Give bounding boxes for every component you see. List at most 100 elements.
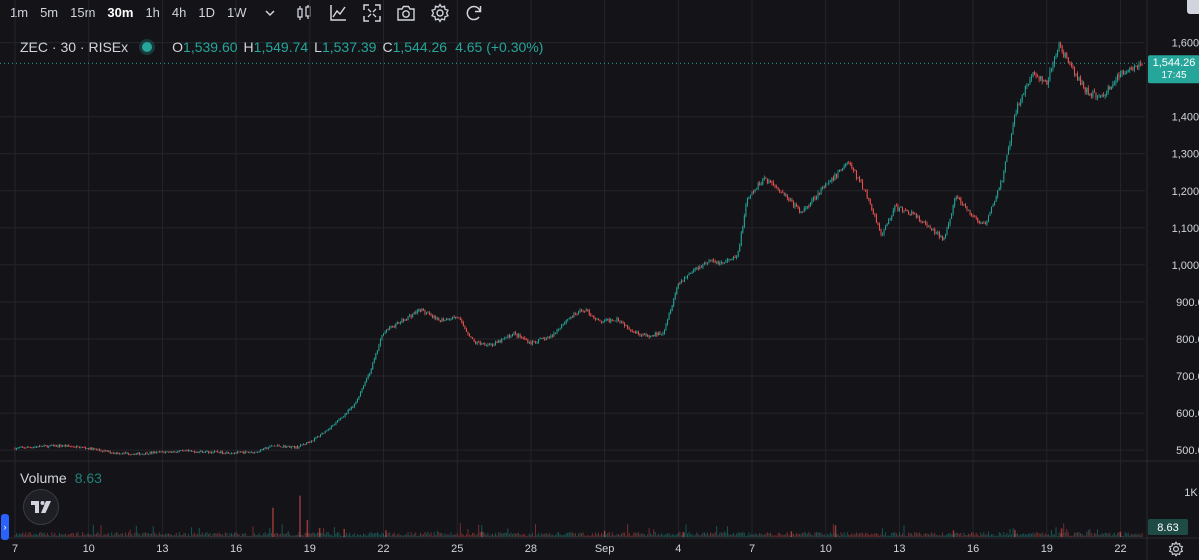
candle-body [869, 198, 871, 205]
candle-body [452, 316, 454, 320]
candle-body [676, 288, 678, 294]
volume-bar [1110, 535, 1112, 537]
candle-body [568, 318, 570, 319]
candle-body [621, 322, 623, 324]
chart-settings-gear-icon[interactable] [1166, 539, 1186, 559]
candle-body [346, 412, 348, 414]
candle-body [722, 262, 724, 263]
chevron-down-icon[interactable] [259, 2, 281, 24]
candle-body [710, 260, 712, 262]
volume-bar [307, 532, 309, 537]
timeframe-1d[interactable]: 1D [198, 5, 216, 20]
volume-bar [530, 534, 532, 537]
volume-label[interactable]: Volume [20, 470, 67, 486]
volume-bar [746, 535, 748, 537]
candle-body [1063, 52, 1065, 57]
volume-bar [1066, 528, 1068, 537]
expand-panel-handle[interactable]: › [1, 514, 9, 540]
candle-body [963, 204, 965, 206]
volume-bar [690, 534, 692, 537]
volume-bar [941, 532, 943, 537]
volume-bar [59, 532, 61, 537]
volume-bar [220, 534, 222, 537]
candle-body [998, 187, 1000, 191]
candle-body [934, 229, 936, 234]
timeframe-1w[interactable]: 1W [227, 5, 247, 20]
candle-body [290, 446, 292, 448]
candle-body [905, 210, 907, 211]
volume-bar [786, 532, 788, 537]
volume-bar [352, 534, 354, 537]
volume-bar [145, 532, 147, 537]
candle-body [786, 194, 788, 198]
candle-body [232, 453, 234, 454]
timeframe-30m[interactable]: 30m [107, 5, 134, 20]
tradingview-logo-icon[interactable] [23, 489, 59, 525]
volume-bar [69, 533, 71, 537]
candle-body [837, 171, 839, 177]
volume-bar [802, 532, 804, 537]
candle-body [680, 280, 682, 284]
camera-icon[interactable] [395, 2, 417, 24]
timeframe-1h[interactable]: 1h [145, 5, 160, 20]
candle-body [117, 452, 119, 454]
candle-body [1092, 91, 1094, 97]
candle-body [915, 213, 917, 218]
timeframe-4h[interactable]: 4h [171, 5, 187, 20]
volume-bar [109, 535, 111, 537]
candle-body [429, 312, 431, 315]
volume-bar [1024, 534, 1026, 537]
symbol-title[interactable]: ZEC · 30 · RISEx [20, 39, 129, 55]
volume-bar [363, 533, 365, 537]
fullscreen-icon[interactable] [361, 2, 383, 24]
volume-bar [639, 533, 641, 537]
panel-edge-tab[interactable] [1187, 0, 1199, 14]
volume-bar [183, 533, 185, 537]
candle-body [112, 452, 114, 454]
candle-body [685, 277, 687, 279]
volume-bar [829, 532, 831, 537]
candle-body [769, 180, 771, 183]
volume-bar [207, 534, 209, 537]
y-tick-label: 1,300.00 [1172, 149, 1199, 161]
volume-bar [195, 534, 197, 537]
gear-icon[interactable] [429, 2, 451, 24]
volume-bar [878, 535, 880, 537]
volume-bar [571, 532, 573, 537]
volume-bar [576, 535, 578, 537]
volume-bar [891, 532, 893, 537]
volume-bar [68, 534, 70, 537]
candle-body [799, 208, 801, 213]
candle-body [49, 445, 51, 447]
candle-body [336, 420, 338, 423]
candle-body [792, 201, 794, 207]
volume-bar [433, 532, 435, 537]
candle-body [1121, 71, 1123, 74]
ohlc-legend: ZEC · 30 · RISEx O 1,539.60 H 1,549.74 L 1,… [20, 38, 543, 56]
candle-body [803, 208, 805, 212]
candle-body [544, 338, 546, 341]
timeframe-5m[interactable]: 5m [40, 5, 59, 20]
volume-bar [138, 534, 140, 537]
candle-body [272, 445, 274, 447]
refresh-icon[interactable] [463, 2, 485, 24]
volume-bar [427, 531, 429, 537]
volume-bar [731, 534, 733, 537]
candle-body [464, 326, 466, 329]
candle-body [723, 262, 725, 264]
volume-bar [986, 534, 988, 537]
candle-body [587, 309, 589, 311]
candle-body [536, 342, 538, 344]
candle-body [1024, 86, 1026, 94]
current-price-label: 1,544.26 [1153, 57, 1196, 69]
indicators-icon[interactable] [327, 2, 349, 24]
candle-body [748, 196, 750, 199]
candle-body [1095, 92, 1097, 98]
volume-bar [628, 532, 630, 537]
volume-bar [261, 535, 263, 537]
candle-body [352, 406, 354, 408]
candle-body [164, 451, 166, 453]
volume-bar [981, 534, 983, 537]
candle-body [697, 267, 699, 270]
